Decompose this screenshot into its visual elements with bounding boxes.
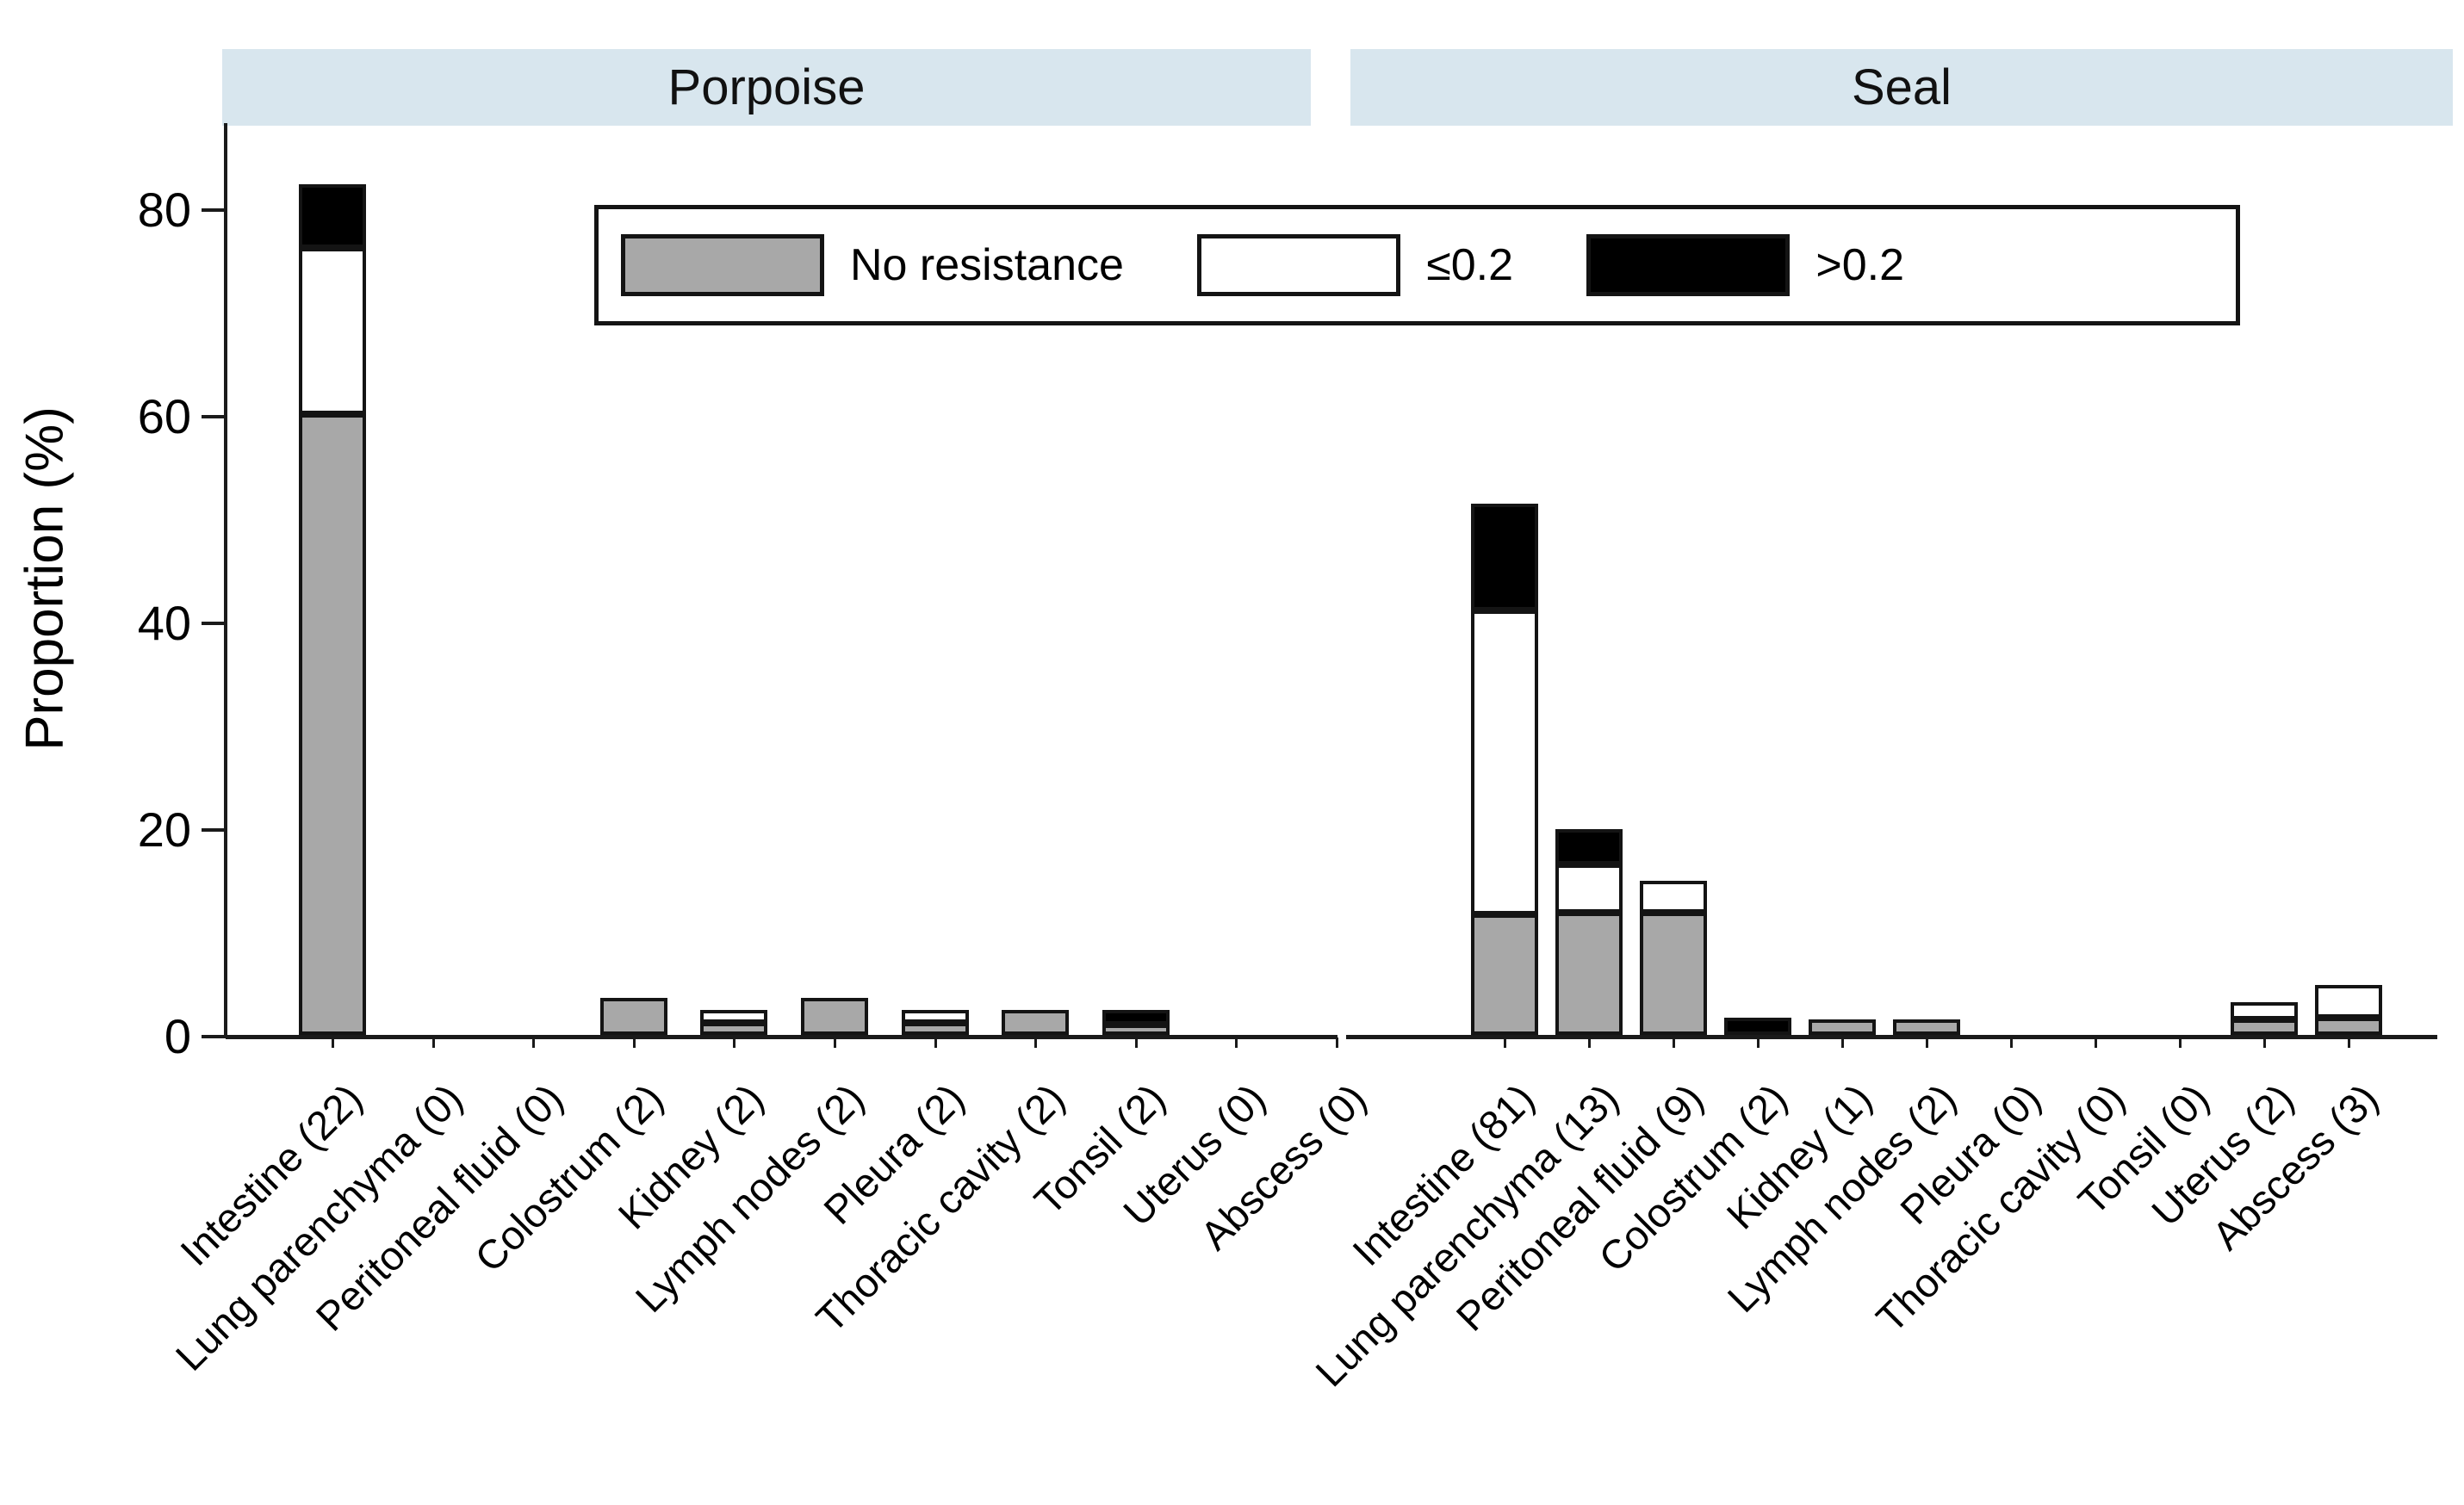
bar-segment — [901, 1022, 969, 1035]
bar-segment — [2315, 985, 2382, 1018]
x-tick — [2095, 1037, 2097, 1048]
le-0-2-swatch-icon — [1197, 234, 1401, 296]
x-tick — [1134, 1037, 1138, 1048]
bar-segment — [700, 1010, 768, 1023]
legend-item-le-0-2: ≤0.2 — [1197, 234, 1513, 296]
bar-seal-5 — [1809, 1019, 1876, 1035]
bar-porpoise-9 — [1102, 1010, 1170, 1035]
bar-porpoise-7 — [901, 1010, 969, 1035]
x-axis-line-porpoise — [226, 1035, 1338, 1039]
bar-segment — [1809, 1019, 1876, 1035]
bar-porpoise-4 — [599, 997, 667, 1035]
y-tick — [202, 415, 226, 418]
y-tick — [202, 1035, 226, 1038]
bar-segment — [2231, 1019, 2298, 1035]
y-tick — [202, 208, 226, 212]
y-tick-label: 0 — [164, 1009, 191, 1063]
legend-label: ≤0.2 — [1426, 240, 1514, 290]
y-axis-line — [224, 123, 227, 1038]
bar-segment — [801, 997, 868, 1035]
y-tick-label: 20 — [137, 802, 191, 857]
bar-segment — [1555, 913, 1623, 1035]
bar-segment — [901, 1010, 969, 1023]
panel-header-seal: Seal — [1350, 49, 2453, 126]
x-tick — [1034, 1037, 1038, 1048]
bar-seal-4 — [1724, 1017, 1791, 1035]
x-tick — [934, 1037, 937, 1048]
x-tick — [733, 1037, 736, 1048]
bar-segment — [299, 247, 366, 414]
bar-segment — [1002, 1010, 1070, 1035]
bar-segment — [1102, 1010, 1170, 1025]
bar-segment — [599, 997, 667, 1035]
x-axis-line-seal — [1346, 1035, 2437, 1039]
y-axis-title: Proportion (%) — [15, 406, 75, 751]
x-tick — [834, 1037, 836, 1048]
panel-header-porpoise: Porpoise — [222, 49, 1311, 126]
bar-segment — [2315, 1017, 2382, 1035]
bar-segment — [1471, 504, 1538, 610]
no-resistance-swatch-icon — [621, 234, 824, 296]
bar-seal-6 — [1893, 1019, 1960, 1035]
legend-item-gt-0-2: >0.2 — [1586, 234, 1904, 296]
bar-seal-10 — [2231, 1001, 2298, 1035]
y-tick-label: 40 — [137, 596, 191, 650]
bar-segment — [1102, 1025, 1170, 1035]
y-tick — [202, 622, 226, 625]
bar-porpoise-5 — [700, 1010, 768, 1035]
legend-label: >0.2 — [1815, 240, 1904, 290]
bar-segment — [1471, 610, 1538, 914]
bar-segment — [1640, 913, 1707, 1035]
x-tick — [1841, 1037, 1844, 1048]
x-tick — [532, 1037, 536, 1048]
x-tick — [1757, 1037, 1760, 1048]
x-tick — [2010, 1037, 2013, 1048]
bar-seal-3 — [1640, 881, 1707, 1035]
bar-segment — [1640, 881, 1707, 914]
x-tick — [332, 1037, 334, 1048]
legend: No resistance ≤0.2 >0.2 — [594, 205, 2240, 325]
bar-segment — [299, 184, 366, 248]
x-tick — [2179, 1037, 2182, 1048]
bar-segment — [1893, 1019, 1960, 1035]
bar-segment — [1555, 829, 1623, 865]
x-tick — [632, 1037, 636, 1048]
bar-seal-2 — [1555, 829, 1623, 1035]
x-tick — [1336, 1037, 1338, 1048]
y-tick-label: 60 — [137, 389, 191, 443]
legend-item-no-resistance: No resistance — [621, 234, 1124, 296]
bar-porpoise-1 — [299, 184, 366, 1035]
y-tick — [202, 828, 226, 832]
bar-segment — [700, 1022, 768, 1035]
x-tick — [2263, 1037, 2266, 1048]
bar-seal-1 — [1471, 504, 1538, 1035]
legend-label: No resistance — [850, 240, 1124, 290]
bar-segment — [1724, 1017, 1791, 1035]
x-tick — [1588, 1037, 1591, 1048]
x-tick — [1235, 1037, 1238, 1048]
y-tick-label: 80 — [137, 183, 191, 237]
x-tick — [1504, 1037, 1506, 1048]
bar-segment — [2231, 1001, 2298, 1019]
gt-0-2-swatch-icon — [1586, 234, 1791, 296]
x-tick — [1926, 1037, 1928, 1048]
bar-seal-11 — [2315, 985, 2382, 1035]
bar-segment — [299, 413, 366, 1035]
x-tick — [1673, 1037, 1675, 1048]
bar-segment — [1555, 864, 1623, 914]
x-tick — [2348, 1037, 2350, 1048]
bar-segment — [1471, 914, 1538, 1035]
bar-porpoise-8 — [1002, 1010, 1070, 1035]
x-tick — [431, 1037, 435, 1048]
bar-porpoise-6 — [801, 997, 868, 1035]
